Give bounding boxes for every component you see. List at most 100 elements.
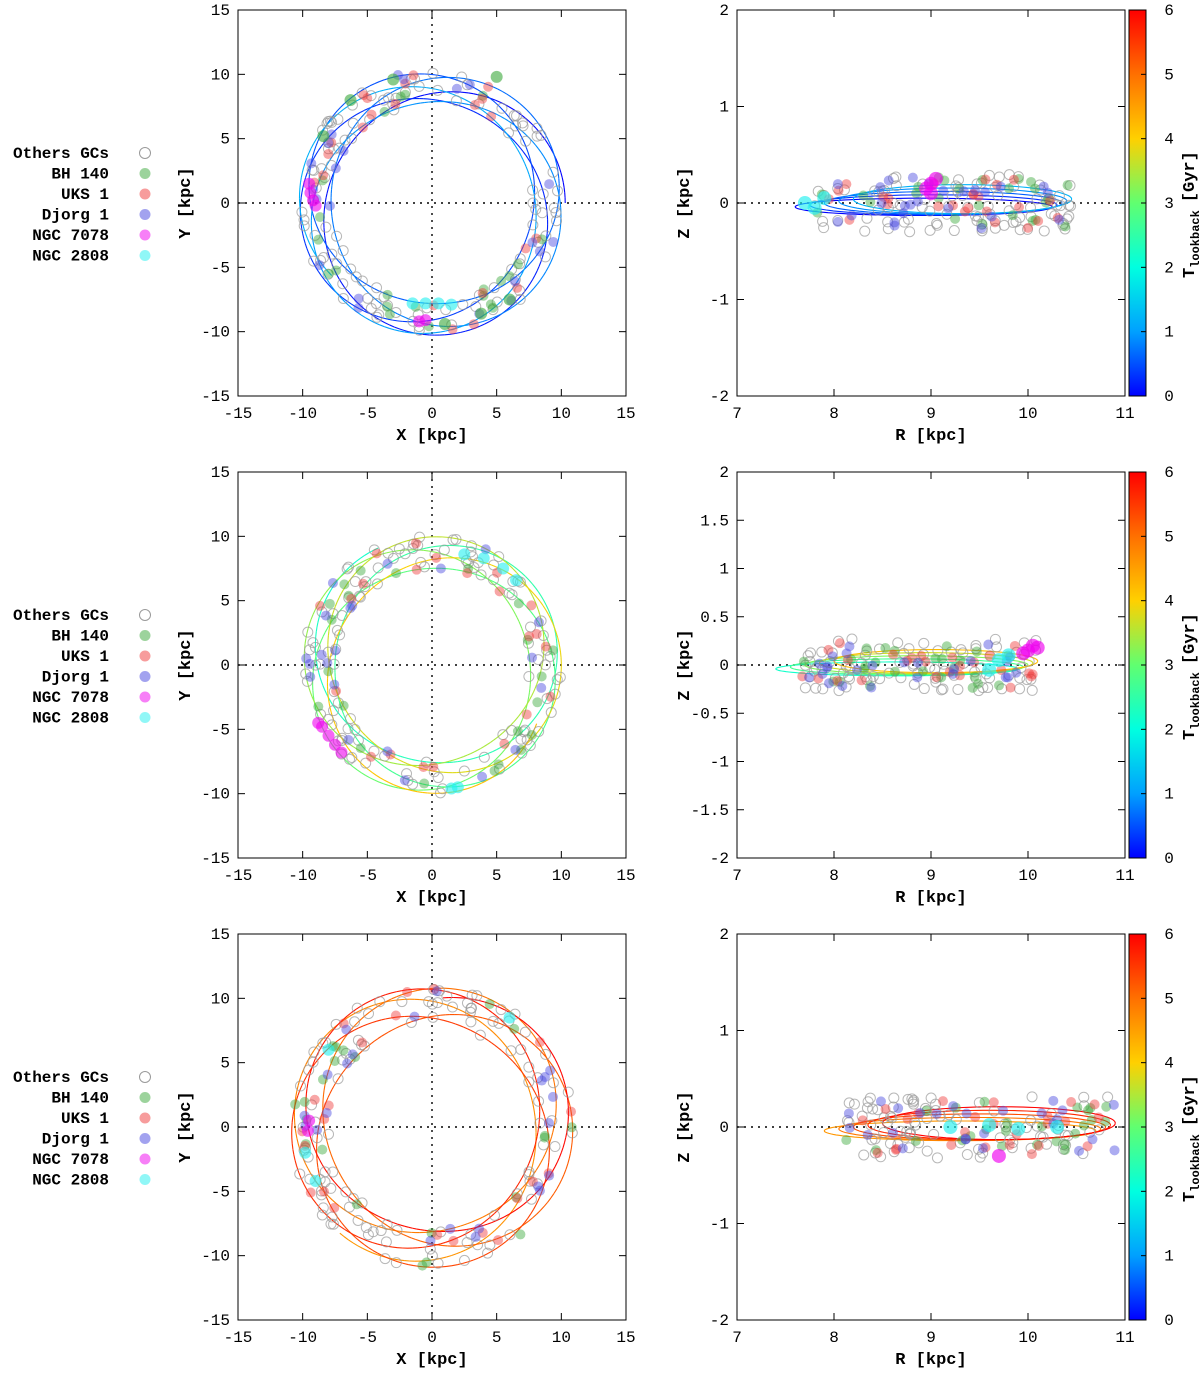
- cluster-point: [300, 1139, 311, 1150]
- others-gc-point: [368, 544, 380, 556]
- others-gc-point: [921, 1145, 933, 1157]
- cluster-point: [366, 109, 377, 120]
- cluster-point: [846, 654, 857, 665]
- cluster-point: [1083, 1105, 1094, 1116]
- cluster-point: [515, 1229, 526, 1240]
- others-gc-point: [948, 669, 960, 681]
- others-gc-point: [328, 658, 340, 670]
- others-gc-point: [906, 1093, 918, 1105]
- others-gc-point: [350, 271, 362, 283]
- legend-marker: [139, 630, 151, 641]
- y-tick-label: 5: [220, 593, 230, 611]
- cluster-point: [1087, 1134, 1098, 1145]
- cluster-point: [913, 1108, 924, 1119]
- cluster-point: [338, 700, 349, 711]
- cluster-point: [1033, 215, 1044, 226]
- others-gc-point: [537, 1139, 549, 1151]
- cluster-point: [963, 203, 974, 214]
- cluster-point: [1000, 1125, 1011, 1136]
- others-gc-point: [861, 212, 873, 224]
- others-gc-point: [817, 683, 829, 695]
- others-gc-point: [525, 1193, 537, 1205]
- others-gc-point: [427, 67, 439, 79]
- cluster-point: [419, 778, 430, 789]
- colorbar-label: Tlookback[Gyr]: [1181, 151, 1200, 278]
- y-tick-label: 2: [719, 464, 729, 482]
- others-gc-point: [388, 104, 400, 116]
- others-gc-point: [332, 113, 344, 125]
- cluster-point: [846, 210, 857, 221]
- cluster-point: [976, 223, 987, 234]
- others-gc-point: [511, 1188, 523, 1200]
- others-gc-point: [898, 647, 910, 659]
- cluster-point: [419, 314, 432, 327]
- others-gc-point: [989, 222, 1001, 234]
- others-gc-point: [1025, 1142, 1037, 1154]
- colorbar-tick-label: 1: [1164, 324, 1174, 342]
- others-gc-point: [1031, 193, 1043, 205]
- cluster-point: [1048, 1095, 1059, 1106]
- cluster-point: [954, 660, 965, 671]
- cluster-point: [1050, 1120, 1065, 1134]
- x-axis-label: R [kpc]: [895, 889, 966, 908]
- cluster-point: [1026, 176, 1037, 187]
- others-gc-point: [298, 220, 310, 232]
- y-tick-label: 10: [211, 66, 230, 84]
- others-gc-point: [904, 226, 916, 238]
- cluster-point: [1059, 1144, 1070, 1155]
- cluster-point: [911, 188, 922, 199]
- cluster-point: [324, 598, 335, 609]
- colorbar-tick-label: 2: [1164, 1183, 1174, 1201]
- others-gc-point: [301, 675, 313, 687]
- cluster-point: [391, 568, 402, 579]
- cluster-point: [464, 79, 475, 90]
- cluster-point: [400, 89, 411, 100]
- cluster-point: [451, 781, 464, 794]
- cluster-point: [346, 593, 357, 604]
- x-tick-label: 10: [1018, 867, 1037, 885]
- cluster-point: [544, 1170, 555, 1181]
- others-gc-point: [950, 180, 962, 192]
- others-gc-point: [535, 615, 547, 627]
- cluster-point: [462, 568, 473, 579]
- others-gc-point: [482, 1247, 494, 1259]
- cluster-point: [844, 1122, 855, 1133]
- cluster-point: [469, 99, 480, 110]
- cluster-point: [912, 196, 923, 207]
- legend-marker: [139, 188, 151, 200]
- cluster-point: [937, 1096, 948, 1107]
- cluster-point: [548, 236, 559, 247]
- cluster-point: [534, 246, 545, 257]
- others-gc-point: [934, 1110, 946, 1122]
- legend-marker: [139, 1071, 151, 1083]
- cluster-point: [1051, 1136, 1062, 1147]
- cluster-point: [931, 1108, 942, 1119]
- cluster-point: [527, 237, 538, 248]
- cluster-point: [323, 666, 334, 677]
- cluster-point: [924, 186, 938, 201]
- others-gc-point: [427, 1011, 439, 1023]
- cluster-point: [531, 233, 542, 244]
- x-tick-label: -5: [358, 405, 377, 423]
- cluster-point: [335, 746, 348, 759]
- cluster-point: [1014, 202, 1025, 213]
- others-gc-point: [1006, 1142, 1018, 1154]
- cluster-point: [1043, 193, 1054, 204]
- others-gc-point: [434, 787, 446, 799]
- others-gc-point: [890, 171, 902, 183]
- others-gc-point: [975, 177, 987, 189]
- cluster-point: [487, 302, 498, 313]
- cluster-point: [566, 1122, 577, 1133]
- cluster-point: [432, 297, 445, 310]
- others-gc-point: [506, 263, 518, 275]
- cluster-point: [889, 666, 900, 677]
- others-gc-point: [856, 1110, 868, 1122]
- x-tick-label: 0: [427, 405, 437, 423]
- others-gc-point: [327, 608, 339, 620]
- cluster-point: [486, 111, 497, 122]
- cluster-point: [1013, 174, 1024, 185]
- others-gc-point: [320, 221, 332, 233]
- cluster-point: [1000, 672, 1011, 683]
- others-gc-point: [333, 142, 345, 154]
- others-gc-point: [1034, 179, 1046, 191]
